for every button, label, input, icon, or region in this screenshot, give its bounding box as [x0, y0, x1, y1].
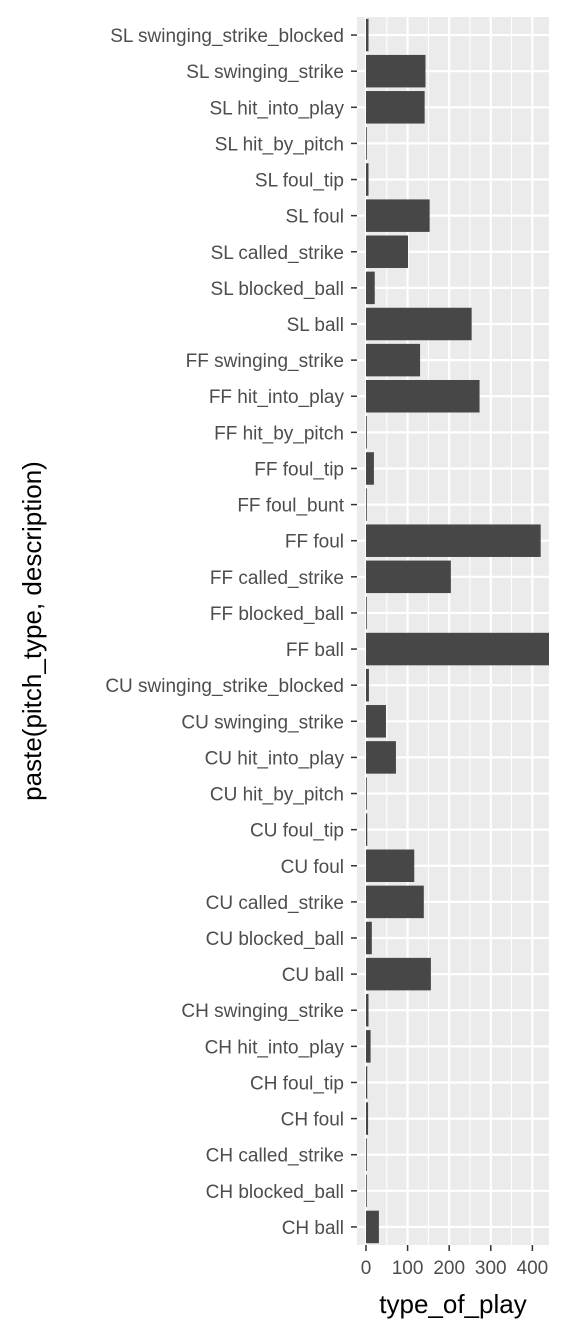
bar: [366, 1211, 379, 1244]
bar: [366, 561, 451, 594]
bar: [366, 236, 408, 269]
bar: [366, 416, 367, 449]
bar: [366, 19, 368, 52]
y-tick-label: CH called_strike: [206, 1146, 344, 1167]
x-tick-label: 300: [475, 1258, 507, 1279]
y-tick-label: CH foul_tip: [250, 1073, 344, 1094]
bar: [366, 597, 367, 630]
bar: [366, 452, 374, 485]
y-tick-label: SL foul_tip: [255, 171, 344, 192]
x-tick-label: 100: [392, 1258, 424, 1279]
y-tick-label: CH foul: [281, 1110, 344, 1131]
y-tick-label: SL ball: [287, 315, 344, 336]
y-tick-label: CU hit_by_pitch: [210, 785, 344, 806]
y-tick-label: SL hit_into_play: [209, 98, 344, 119]
bar: [366, 524, 541, 557]
bar: [366, 850, 414, 883]
bar: [366, 1138, 367, 1171]
y-tick-label: CU foul: [281, 857, 344, 878]
y-tick-label: FF foul_tip: [254, 459, 344, 480]
bar: [366, 669, 369, 702]
y-tick-label: SL swinging_strike_blocked: [110, 26, 344, 47]
bar: [366, 886, 424, 919]
y-tick-label: SL foul: [286, 207, 344, 228]
y-tick-label: FF swinging_strike: [186, 351, 344, 372]
bar: [366, 272, 375, 305]
y-tick-label: FF blocked_ball: [210, 604, 344, 625]
y-tick-label: FF hit_into_play: [209, 387, 345, 408]
bar: [366, 1066, 367, 1099]
y-tick-label: CU hit_into_play: [205, 748, 345, 769]
x-tick-label: 400: [517, 1258, 549, 1279]
y-tick-label: CU foul_tip: [250, 821, 344, 842]
y-tick-label: SL blocked_ball: [211, 279, 344, 300]
bar: [366, 163, 368, 196]
x-axis: 0 100 200 300 400: [361, 1245, 549, 1279]
bar: [366, 199, 430, 232]
bar: [366, 1102, 368, 1135]
y-tick-label: CU called_strike: [206, 893, 344, 914]
x-tick-label: 0: [361, 1258, 372, 1279]
y-axis-title: paste(pitch_type, description): [17, 461, 47, 801]
y-tick-label: CH blocked_ball: [206, 1182, 344, 1203]
bar: [366, 958, 431, 991]
bar: [366, 633, 549, 666]
bar: [366, 91, 425, 124]
y-tick-label: SL called_strike: [211, 243, 344, 264]
y-tick-label: SL hit_by_pitch: [215, 134, 344, 155]
bar: [366, 813, 367, 846]
bar: [366, 1175, 367, 1208]
y-tick-label: CU blocked_ball: [206, 929, 344, 950]
y-tick-label: CU swinging_strike: [181, 712, 344, 733]
bar: [366, 741, 396, 774]
bar: [366, 1030, 371, 1063]
y-tick-label: FF foul: [285, 532, 344, 553]
y-tick-label: FF foul_bunt: [237, 496, 344, 517]
y-tick-label: CU swinging_strike_blocked: [105, 676, 344, 697]
bar: [366, 344, 420, 377]
bar: [366, 922, 372, 955]
x-axis-title: type_of_play: [379, 1289, 526, 1319]
y-tick-label: CH ball: [282, 1218, 344, 1239]
y-tick-label: CU ball: [282, 965, 344, 986]
bar: [366, 994, 368, 1027]
bar: [366, 308, 472, 341]
bar: [366, 488, 367, 521]
bar: [366, 705, 386, 738]
y-tick-label: CH swinging_strike: [181, 1001, 344, 1022]
y-axis: SL swinging_strike_blocked SL swinging_st…: [105, 26, 357, 1239]
bar: [366, 777, 367, 810]
bar: [366, 127, 367, 160]
y-tick-label: FF ball: [286, 640, 344, 661]
bar: [366, 55, 425, 88]
y-tick-label: CH hit_into_play: [205, 1037, 345, 1058]
x-tick-label: 200: [433, 1258, 465, 1279]
y-tick-label: FF called_strike: [210, 568, 344, 589]
bar: [366, 380, 480, 413]
y-tick-label: FF hit_by_pitch: [214, 423, 344, 444]
y-tick-label: SL swinging_strike: [186, 62, 344, 83]
